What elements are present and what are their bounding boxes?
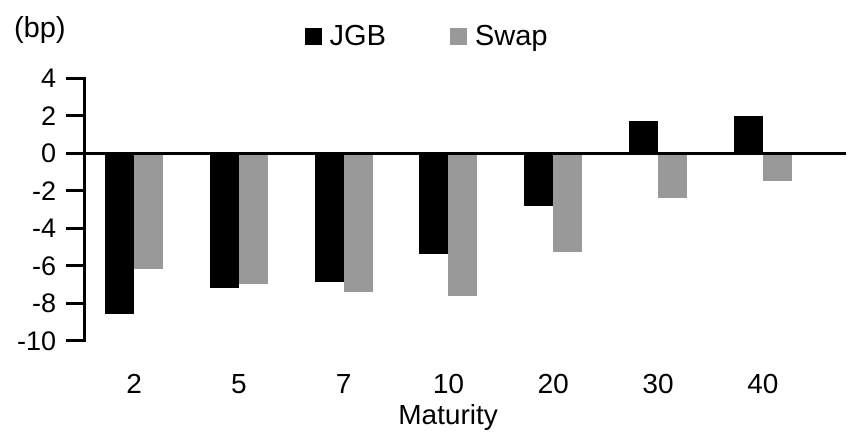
y-axis-tick <box>66 189 83 192</box>
bar-jgb-m5 <box>209 153 239 288</box>
legend: JGB Swap <box>0 22 852 51</box>
y-axis-tick-label: -8 <box>31 288 56 318</box>
y-axis-tick <box>66 114 83 117</box>
y-axis-tick <box>66 264 83 267</box>
x-axis-tick-label: 10 <box>432 368 464 399</box>
x-axis-tick-label: 2 <box>126 368 142 399</box>
x-axis-tick-label: 30 <box>642 368 674 399</box>
y-axis-tick-label: -2 <box>31 175 56 206</box>
legend-item-swap: Swap <box>449 20 548 52</box>
bar-jgb-m40 <box>733 115 763 153</box>
y-axis-tick-label: 4 <box>40 63 56 93</box>
jgb-legend-swatch-icon <box>304 28 322 45</box>
bar-jgb-m2 <box>105 153 134 315</box>
x-axis-tick-label: 20 <box>537 368 569 399</box>
y-axis-line <box>83 76 86 342</box>
bar-jgb-m7 <box>314 153 344 283</box>
x-axis-tick-label: 40 <box>747 368 779 399</box>
bar-swap-m2 <box>134 153 163 270</box>
y-axis-tick-label: -10 <box>16 325 56 356</box>
bar-jgb-m20 <box>524 153 554 206</box>
x-axis-title: Maturity <box>398 399 498 430</box>
bar-swap-m20 <box>553 153 583 253</box>
y-axis-tick-label: -4 <box>31 213 56 243</box>
x-axis-tick-label: 7 <box>335 368 352 399</box>
legend-item-jgb: JGB <box>304 20 386 52</box>
bar-jgb-m10 <box>419 153 449 255</box>
bar-swap-m10 <box>448 153 478 296</box>
legend-label-jgb: JGB <box>329 20 386 52</box>
y-axis-tick <box>66 226 83 230</box>
y-axis-tick-label: 2 <box>40 100 56 131</box>
x-axis-tick-label: 5 <box>231 368 247 399</box>
legend-label-swap: Swap <box>474 20 548 52</box>
y-axis-tick <box>66 301 83 305</box>
bar-jgb-m30 <box>629 121 658 153</box>
bar-swap-m7 <box>343 153 373 292</box>
swap-legend-swatch-icon <box>449 28 467 45</box>
bar-swap-m40 <box>762 153 792 182</box>
y-axis-unit-label: (bp) <box>14 12 66 44</box>
bar-swap-m5 <box>238 153 268 285</box>
x-axis-zero-line <box>83 151 846 155</box>
y-axis-tick <box>66 76 83 80</box>
y-axis-tick-label: -6 <box>31 250 56 281</box>
y-axis-tick-label: 0 <box>40 138 56 168</box>
bar-swap-m30 <box>658 153 687 198</box>
y-axis-tick <box>66 151 83 155</box>
y-axis-tick <box>66 339 83 342</box>
